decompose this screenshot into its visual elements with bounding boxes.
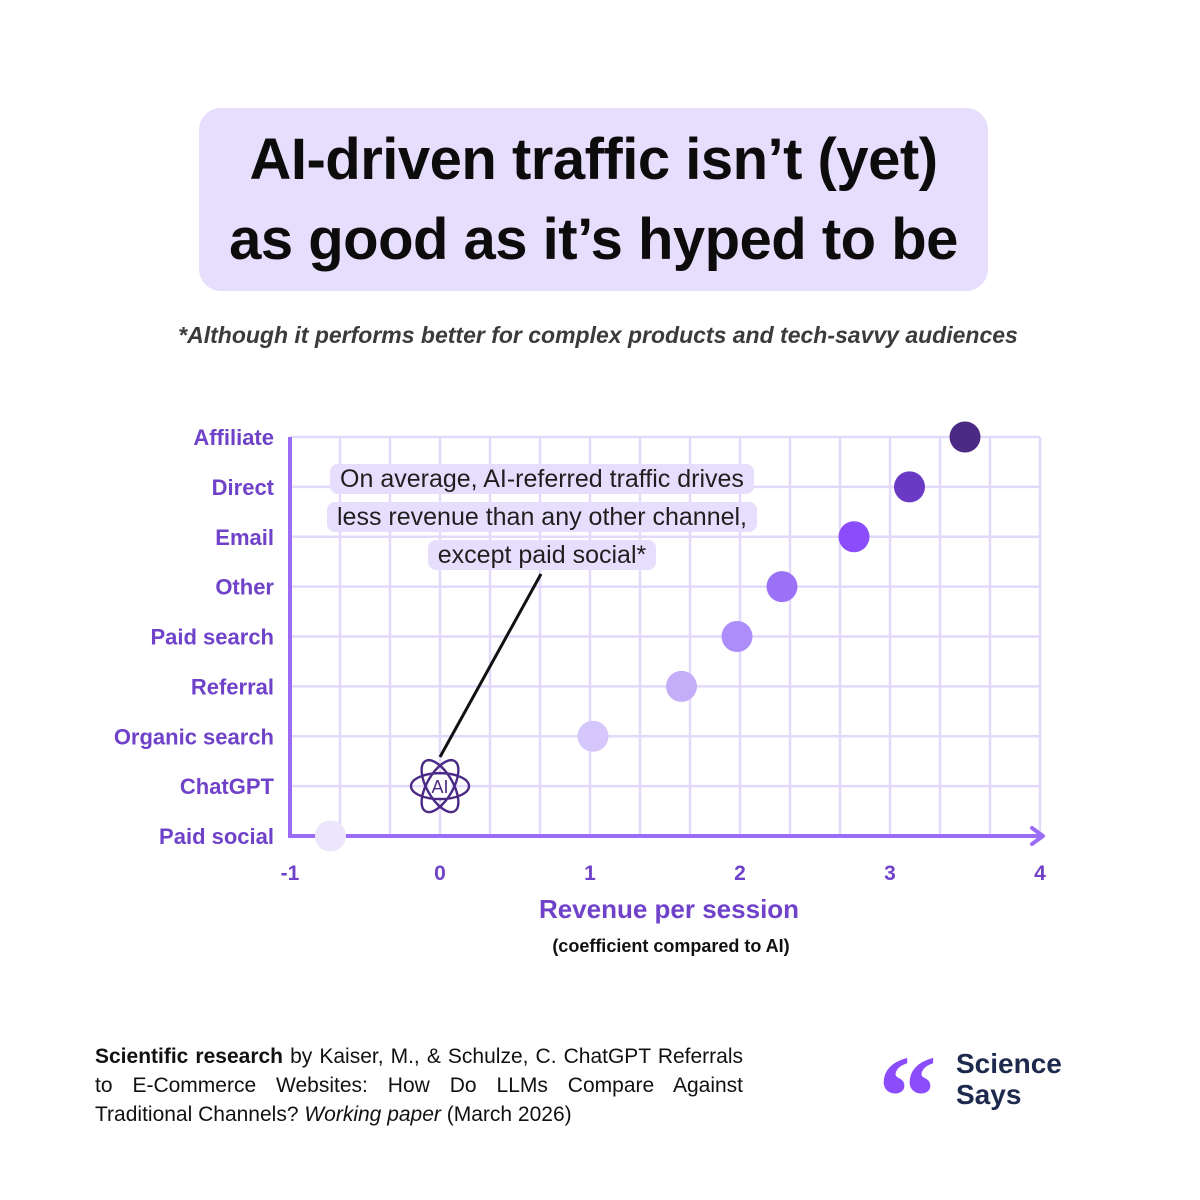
x-tick-label: -1 [281,862,300,885]
title-box: AI-driven traffic isn’t (yet) as good as… [199,108,988,291]
citation-italic: Working paper [304,1103,441,1126]
data-point [838,521,870,553]
scatter-chart: Paid social ChatGPT Organic search Referral… [114,421,1046,956]
title-line-2: as good as it’s hyped to be [229,206,958,272]
logo-line-2: Says [956,1079,1022,1110]
callout-line-1: On average, AI-referred traffic drives [330,464,754,494]
citation-text-2: (March 2026) [440,1103,572,1126]
citation-text-1: by Kaiser, M., & Schulze, C. ChatGPT Ref… [95,1045,744,1126]
data-point [666,670,697,702]
y-category-label: Referral [191,674,274,699]
title-line-1: AI-driven traffic isn’t (yet) [249,126,938,192]
x-tick-label: 2 [734,862,746,885]
quote-icon: “ [878,1031,937,1162]
science-says-logo: “ Science Says [878,1038,1078,1156]
y-category-label: Paid social [159,824,274,849]
ai-icon: AI [409,758,471,814]
subtitle: *Although it performs better for complex… [178,322,1018,348]
y-category-label: Direct [212,475,275,500]
citation-footer: Scientific research by Kaiser, M., & Sch… [95,1042,743,1129]
data-point [949,421,981,453]
citation-bold: Scientific research [95,1045,284,1068]
ai-icon-label: AI [431,777,448,797]
callout-leader-line [438,573,543,758]
x-axis-note: (coefficient compared to AI) [552,936,789,956]
data-point [315,820,346,852]
x-axis-title: Revenue per session [539,894,799,924]
x-axis-arrow-icon [1030,826,1045,846]
y-category-label: Email [215,525,274,550]
callout-line-2: less revenue than any other channel, [327,502,757,532]
y-category-label: Affiliate [193,425,274,450]
y-category-label: ChatGPT [180,774,275,799]
x-tick-label: 4 [1034,862,1046,885]
data-point [894,471,925,503]
data-point [766,571,798,603]
y-category-label: Paid search [150,625,274,650]
callout-line-3: except paid social* [427,540,657,570]
callout-annotation: On average, AI-referred traffic drives l… [312,460,772,574]
data-point [721,621,753,652]
y-category-label: Organic search [114,724,274,749]
x-tick-label: 3 [884,862,896,885]
data-point [577,720,609,752]
y-category-label: Other [215,575,274,600]
x-tick-label: 0 [434,862,446,885]
logo-text: Science Says [956,1048,1062,1110]
x-tick-label: 1 [584,862,596,885]
logo-line-1: Science [956,1048,1062,1079]
